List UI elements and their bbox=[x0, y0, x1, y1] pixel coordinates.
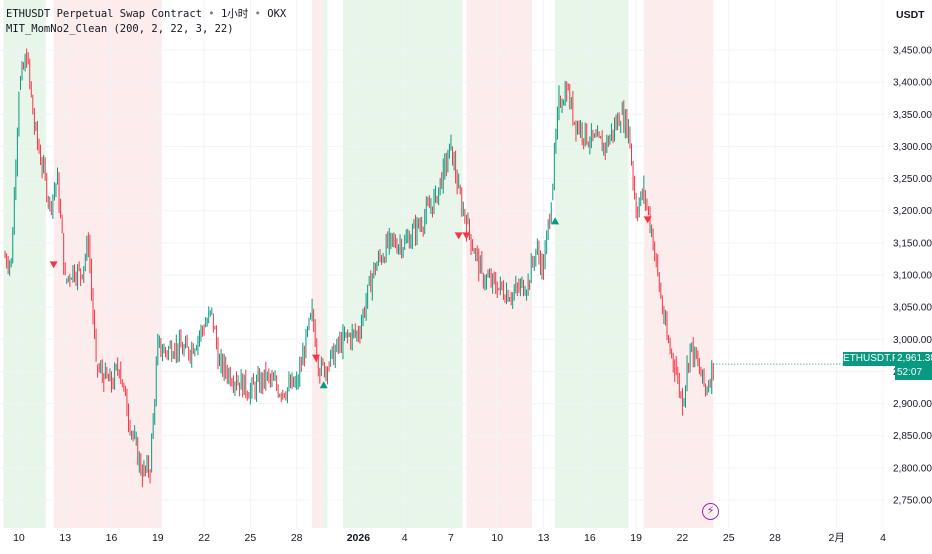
time-tick-label: 22 bbox=[677, 532, 689, 544]
separator-dot: • bbox=[254, 8, 261, 20]
bull-zone bbox=[323, 0, 328, 528]
price-series bbox=[4, 48, 843, 488]
axis-unit[interactable]: USDT bbox=[896, 9, 925, 21]
bull-zone bbox=[3, 0, 46, 528]
time-tick-label: 2月 bbox=[829, 532, 845, 544]
last-price-value: 2,961.38 bbox=[897, 353, 932, 364]
signal-markers bbox=[49, 216, 652, 389]
sell-signal[interactable] bbox=[643, 216, 652, 224]
price-tick-label: 3,000.00 bbox=[893, 335, 932, 346]
price-tick-label: 3,400.00 bbox=[893, 78, 932, 89]
time-tick-label: 19 bbox=[630, 532, 642, 544]
bear-zone bbox=[643, 0, 714, 528]
exchange-label: OKX bbox=[267, 8, 287, 20]
price-tick-label: 2,750.00 bbox=[893, 496, 932, 507]
separator-dot: • bbox=[208, 8, 215, 20]
sell-signal[interactable] bbox=[462, 232, 471, 240]
price-tick-label: 3,300.00 bbox=[893, 142, 932, 153]
price-tick-label: 3,100.00 bbox=[893, 271, 932, 282]
sell-signal[interactable] bbox=[311, 354, 320, 362]
price-tick-label: 3,150.00 bbox=[893, 238, 932, 249]
time-tick-label: 13 bbox=[59, 532, 71, 544]
buy-signal[interactable] bbox=[551, 217, 560, 225]
signal-zones bbox=[3, 0, 714, 528]
chart-legend: ETHUSDT Perpetual Swap Contract • 1小时 • … bbox=[6, 7, 286, 37]
symbol-title[interactable]: ETHUSDT Perpetual Swap Contract bbox=[6, 8, 202, 20]
time-tick-label: 13 bbox=[538, 532, 550, 544]
price-tick-label: 2,850.00 bbox=[893, 431, 932, 442]
time-tick-label: 28 bbox=[291, 532, 303, 544]
time-tick-label: 25 bbox=[723, 532, 735, 544]
bear-zone bbox=[312, 0, 324, 528]
time-tick-label: 7 bbox=[448, 532, 454, 544]
bull-zone bbox=[555, 0, 629, 528]
buy-signal[interactable] bbox=[319, 381, 328, 389]
price-tick-label: 2,800.00 bbox=[893, 463, 932, 474]
time-tick-label: 4 bbox=[402, 532, 408, 544]
sell-signal[interactable] bbox=[454, 232, 463, 240]
last-price-label: 2,961.38 52:07 bbox=[895, 352, 932, 380]
price-tick-label: 3,350.00 bbox=[893, 110, 932, 121]
symbol-price-badge: ETHUSDT.P bbox=[843, 352, 899, 366]
bear-zone bbox=[53, 0, 162, 528]
lightning-icon[interactable]: ⚡ bbox=[702, 503, 719, 520]
indicator-label[interactable]: MIT_MomNo2_Clean (200, 2, 22, 3, 22) bbox=[6, 23, 234, 35]
price-tick-label: 2,900.00 bbox=[893, 399, 932, 410]
time-tick-label: 2026 bbox=[347, 532, 371, 544]
time-axis: 10 13 16 19 22 25 28 2026 4 7 10 13 16 19 22 25 28 2月 4 bbox=[13, 532, 886, 544]
interval-label[interactable]: 1小时 bbox=[220, 8, 249, 20]
time-tick-label: 4 bbox=[880, 532, 886, 544]
price-axis: 3,450.00 3,400.00 3,350.00 3,300.00 3,250.00… bbox=[893, 46, 932, 507]
bear-zone bbox=[466, 0, 532, 528]
price-tick-label: 3,250.00 bbox=[893, 174, 932, 185]
time-tick-label: 16 bbox=[106, 532, 118, 544]
time-tick-label: 22 bbox=[198, 532, 210, 544]
time-tick-label: 10 bbox=[13, 532, 25, 544]
price-tick-label: 3,050.00 bbox=[893, 303, 932, 314]
time-tick-label: 19 bbox=[152, 532, 164, 544]
time-tick-label: 10 bbox=[491, 532, 503, 544]
grid-lines bbox=[0, 0, 885, 528]
price-tick-label: 3,450.00 bbox=[893, 46, 932, 57]
sell-signal[interactable] bbox=[49, 261, 58, 269]
time-tick-label: 16 bbox=[584, 532, 596, 544]
bar-countdown: 52:07 bbox=[897, 367, 923, 378]
time-tick-label: 25 bbox=[245, 532, 257, 544]
price-tick-label: 3,200.00 bbox=[893, 206, 932, 217]
bull-zone bbox=[342, 0, 463, 528]
time-tick-label: 28 bbox=[769, 532, 781, 544]
symbol-row: ETHUSDT Perpetual Swap Contract • 1小时 • … bbox=[6, 7, 286, 22]
